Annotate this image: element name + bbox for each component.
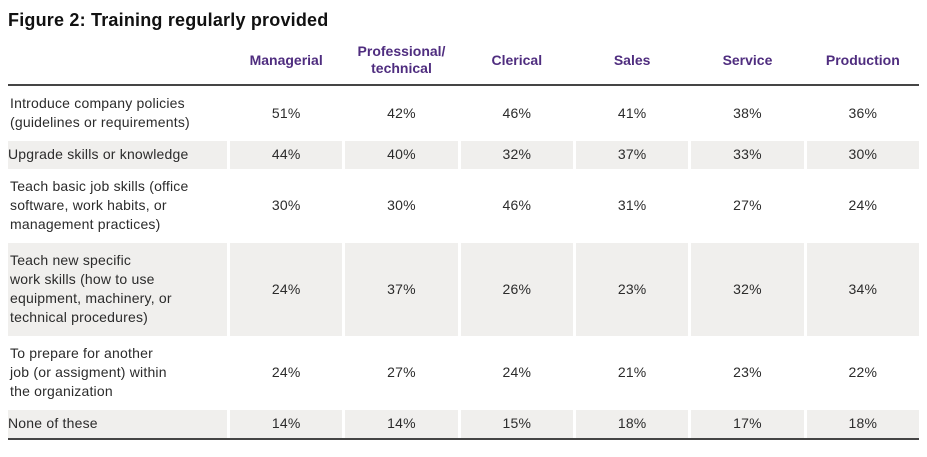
value-cell: 27% — [387, 364, 416, 380]
value-cell: 22% — [848, 364, 878, 380]
value-cell: 14% — [230, 410, 343, 438]
value-cell: 27% — [733, 197, 762, 213]
row-label: Teach basic job skills (office software,… — [10, 178, 189, 232]
value-cell: 42% — [387, 104, 416, 121]
value-cell: 14% — [345, 410, 458, 438]
value-cell: 31% — [617, 197, 647, 213]
column-header: Clerical — [491, 51, 543, 68]
value-cell: 38% — [733, 104, 762, 121]
value-cell: 46% — [502, 104, 532, 121]
header-bottom-rule — [8, 84, 919, 86]
row-label: Teach new specific work skills (how to u… — [8, 243, 227, 336]
row-label: Introduce company policies (guidelines o… — [10, 95, 190, 130]
value-cell: 23% — [733, 364, 762, 380]
value-cell: 40% — [345, 141, 458, 169]
value-cell: 32% — [691, 243, 804, 336]
table-row: To prepare for another job (or assigment… — [8, 336, 919, 410]
value-cell: 24% — [848, 197, 878, 213]
value-cell: 24% — [230, 243, 343, 336]
value-cell: 37% — [345, 243, 458, 336]
table-row: Introduce company policies (guidelines o… — [8, 86, 919, 141]
table-row: Teach new specific work skills (how to u… — [8, 243, 919, 336]
value-cell: 17% — [691, 410, 804, 438]
column-header: Sales — [613, 51, 651, 68]
table-header-row: Managerial Professional/ technical Clerica… — [8, 39, 919, 84]
figure-title: Figure 2: Training regularly provided — [8, 10, 329, 30]
value-cell: 37% — [575, 141, 689, 169]
value-cell: 15% — [460, 410, 573, 438]
table-row: Upgrade skills or knowledge 44% 40% 32% 37% 3… — [8, 141, 919, 169]
value-cell: 44% — [230, 141, 343, 169]
value-cell: 41% — [617, 104, 647, 121]
row-label: To prepare for another job (or assigment… — [10, 345, 167, 399]
column-header: Managerial — [249, 51, 323, 68]
value-cell: 21% — [617, 364, 647, 380]
table-row: Teach basic job skills (office software,… — [8, 169, 919, 243]
value-cell: 24% — [271, 364, 301, 380]
table-row: None of these 14% 14% 15% 18% 17% 18% — [8, 410, 919, 438]
column-header: Professional/ technical — [357, 43, 446, 76]
value-cell: 18% — [575, 410, 689, 438]
column-header: Service — [722, 51, 773, 68]
row-label: Upgrade skills or knowledge — [8, 141, 227, 169]
table-bottom-rule — [8, 438, 919, 440]
value-cell: 36% — [848, 104, 878, 121]
column-header: Production — [825, 51, 900, 68]
value-cell: 51% — [271, 104, 301, 121]
value-cell: 30% — [271, 197, 301, 213]
value-cell: 26% — [460, 243, 573, 336]
training-table: Managerial Professional/ technical Clerica… — [8, 39, 919, 440]
value-cell: 46% — [502, 197, 532, 213]
value-cell: 30% — [806, 141, 919, 169]
value-cell: 30% — [387, 197, 416, 213]
value-cell: 23% — [575, 243, 689, 336]
value-cell: 18% — [806, 410, 919, 438]
value-cell: 32% — [460, 141, 573, 169]
value-cell: 34% — [806, 243, 919, 336]
row-label: None of these — [8, 410, 227, 438]
value-cell: 33% — [691, 141, 804, 169]
table-body: Introduce company policies (guidelines o… — [8, 86, 919, 438]
value-cell: 24% — [502, 364, 532, 380]
